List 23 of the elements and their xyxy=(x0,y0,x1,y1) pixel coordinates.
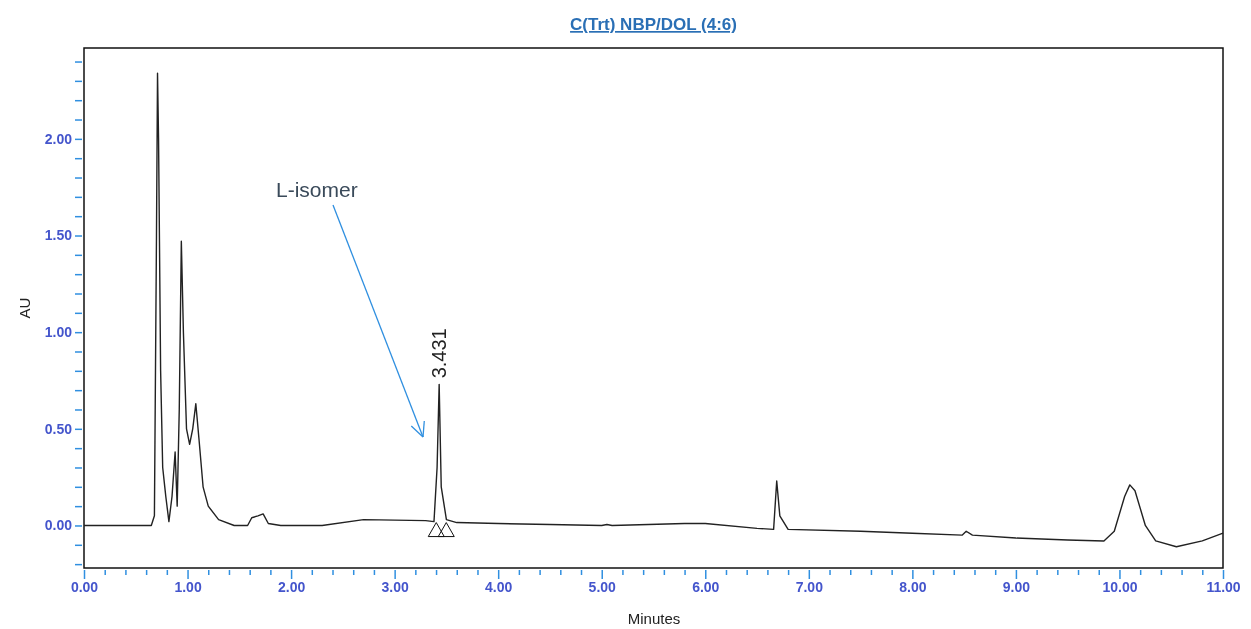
chart-title: C(Trt) NBP/DOL (4:6) xyxy=(570,15,737,34)
annotation: L-isomer xyxy=(276,178,358,201)
annotation: 3.431 xyxy=(428,328,451,379)
x-tick-label: 8.00 xyxy=(899,578,927,595)
x-tick-label: 7.00 xyxy=(795,578,824,595)
x-tick-label: 2.00 xyxy=(277,578,306,595)
y-tick-label: 2.00 xyxy=(44,130,73,147)
x-tick-label: 11.00 xyxy=(1206,578,1241,595)
x-axis-title: Minutes xyxy=(627,610,681,627)
line-series xyxy=(83,72,1224,548)
x-tick-label: 5.00 xyxy=(588,578,617,595)
y-tick-label: 0.00 xyxy=(44,517,73,534)
y-axis-title: AU xyxy=(16,297,33,319)
x-tick-label: 4.00 xyxy=(485,578,513,595)
x-tick-label: 0.00 xyxy=(70,578,99,595)
y-tick-label: 1.50 xyxy=(44,227,73,244)
y-tick-label: 1.00 xyxy=(44,324,73,341)
x-tick-label: 9.00 xyxy=(1002,578,1031,595)
x-tick-label: 10.00 xyxy=(1102,578,1138,595)
y-tick-label: 0.50 xyxy=(44,420,73,437)
x-tick-label: 1.00 xyxy=(174,578,202,595)
x-tick-label: 3.00 xyxy=(381,578,409,595)
x-tick-label: 6.00 xyxy=(692,578,720,595)
